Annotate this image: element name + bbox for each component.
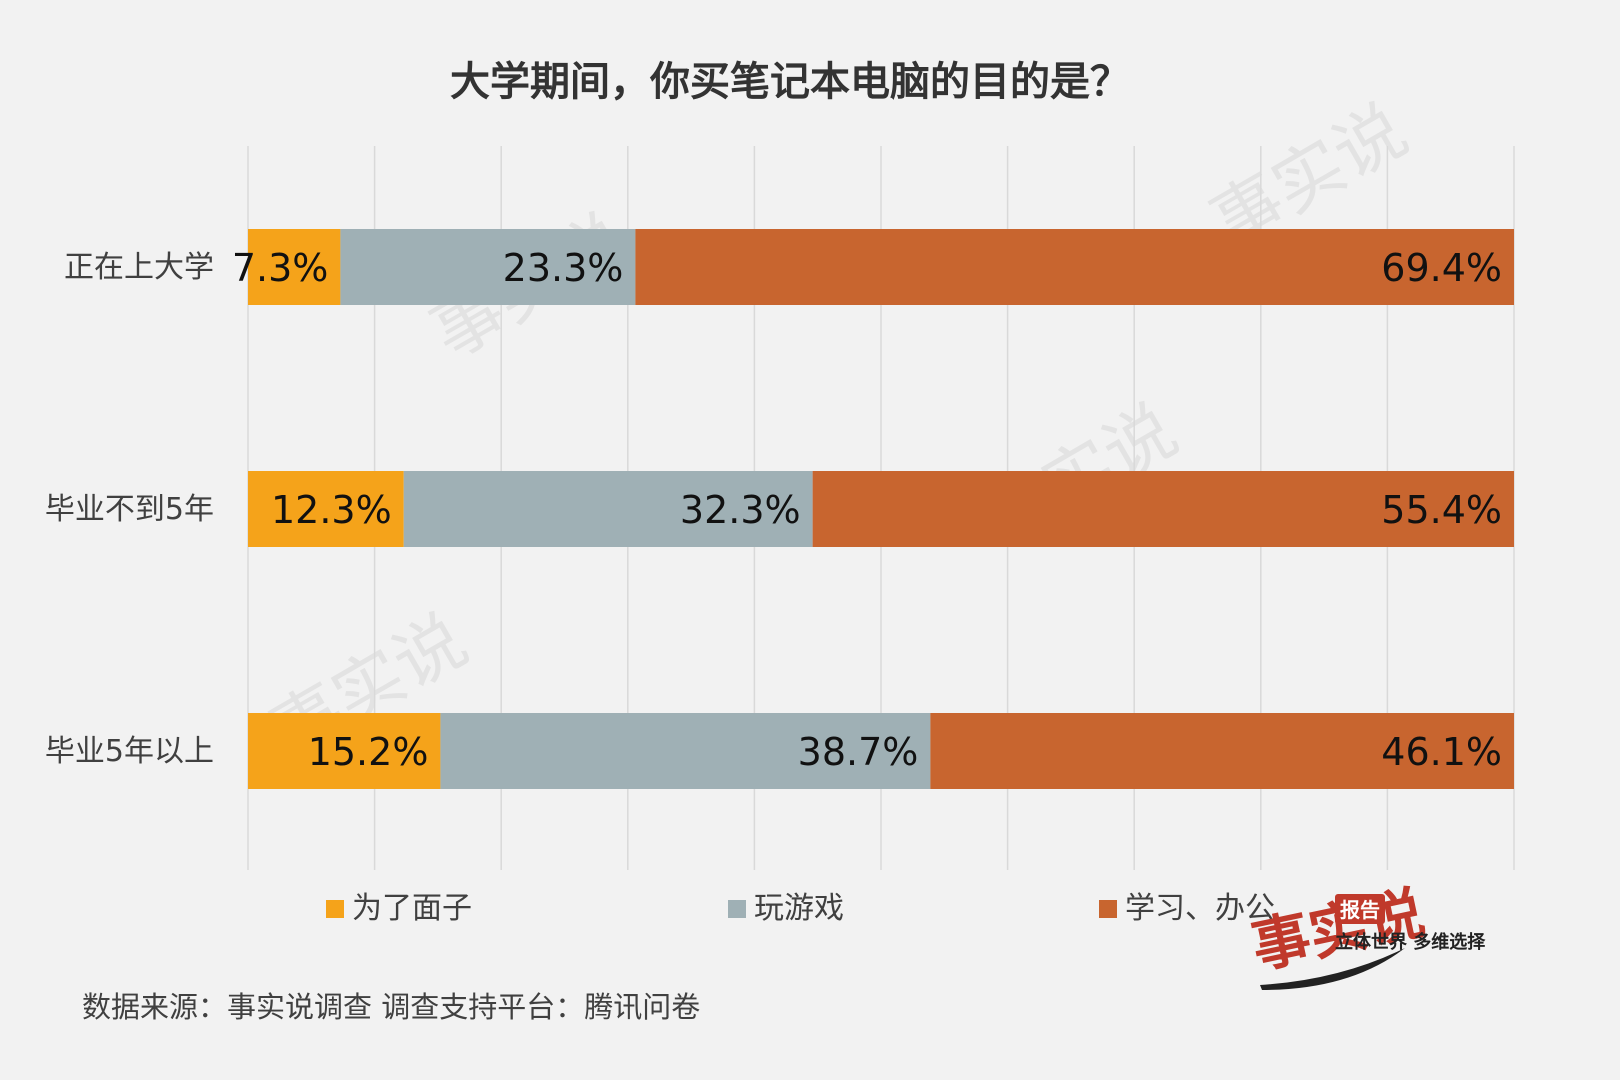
legend-swatch-1 xyxy=(326,900,344,918)
bar-2-3 xyxy=(812,471,1514,547)
bar-1-2 xyxy=(340,229,636,305)
bar-3-1 xyxy=(248,713,441,789)
logo-badge: 报告 xyxy=(1340,898,1380,922)
chart-title: 大学期间，你买笔记本电脑的目的是？ xyxy=(450,59,1130,105)
bar-2-1 xyxy=(248,471,404,547)
bar-1-3 xyxy=(635,229,1514,305)
legend-swatch-3 xyxy=(1099,900,1117,918)
logo-badge-box xyxy=(1335,894,1385,924)
category-label-1: 正在上大学 xyxy=(64,250,214,285)
category-label-3: 毕业5年以上 xyxy=(45,734,214,769)
legend-label-2: 玩游戏 xyxy=(754,891,844,926)
watermark-layer: 事实说事实说事实说事实说 xyxy=(258,89,1421,775)
value-label-2-1: 12.3% xyxy=(271,488,392,532)
value-label-2-2: 32.3% xyxy=(680,488,801,532)
bar-3-2 xyxy=(440,713,931,789)
legend: 为了面子 玩游戏 学习、办公 xyxy=(326,891,1275,926)
value-label-1-1: 7.3% xyxy=(232,246,329,290)
legend-label-3: 学习、办公 xyxy=(1125,891,1275,926)
value-label-1-3: 69.4% xyxy=(1381,246,1502,290)
value-label-3-3: 46.1% xyxy=(1381,730,1502,774)
value-label-1-2: 23.3% xyxy=(503,246,624,290)
value-label-3-1: 15.2% xyxy=(308,730,429,774)
category-label-2: 毕业不到5年 xyxy=(45,492,214,527)
logo-slogan: 立体世界 多维选择 xyxy=(1335,931,1486,953)
legend-label-1: 为了面子 xyxy=(352,891,472,926)
brand-logo: 事实说 报告 立体世界 多维选择 xyxy=(1246,879,1486,990)
value-label-3-2: 38.7% xyxy=(798,730,919,774)
bar-3-3 xyxy=(930,713,1514,789)
legend-swatch-2 xyxy=(728,900,746,918)
source-note: 数据来源：事实说调查 调查支持平台：腾讯问卷 xyxy=(82,990,700,1024)
logo-brush-stroke xyxy=(1260,948,1405,990)
bar-1-1 xyxy=(248,229,341,305)
value-label-2-3: 55.4% xyxy=(1381,488,1502,532)
bar-2-2 xyxy=(403,471,813,547)
bar-layer: 7.3% 23.3% 69.4% 12.3% 32.3% 55.4% 15.2% 38.7% 4… xyxy=(232,229,1514,789)
